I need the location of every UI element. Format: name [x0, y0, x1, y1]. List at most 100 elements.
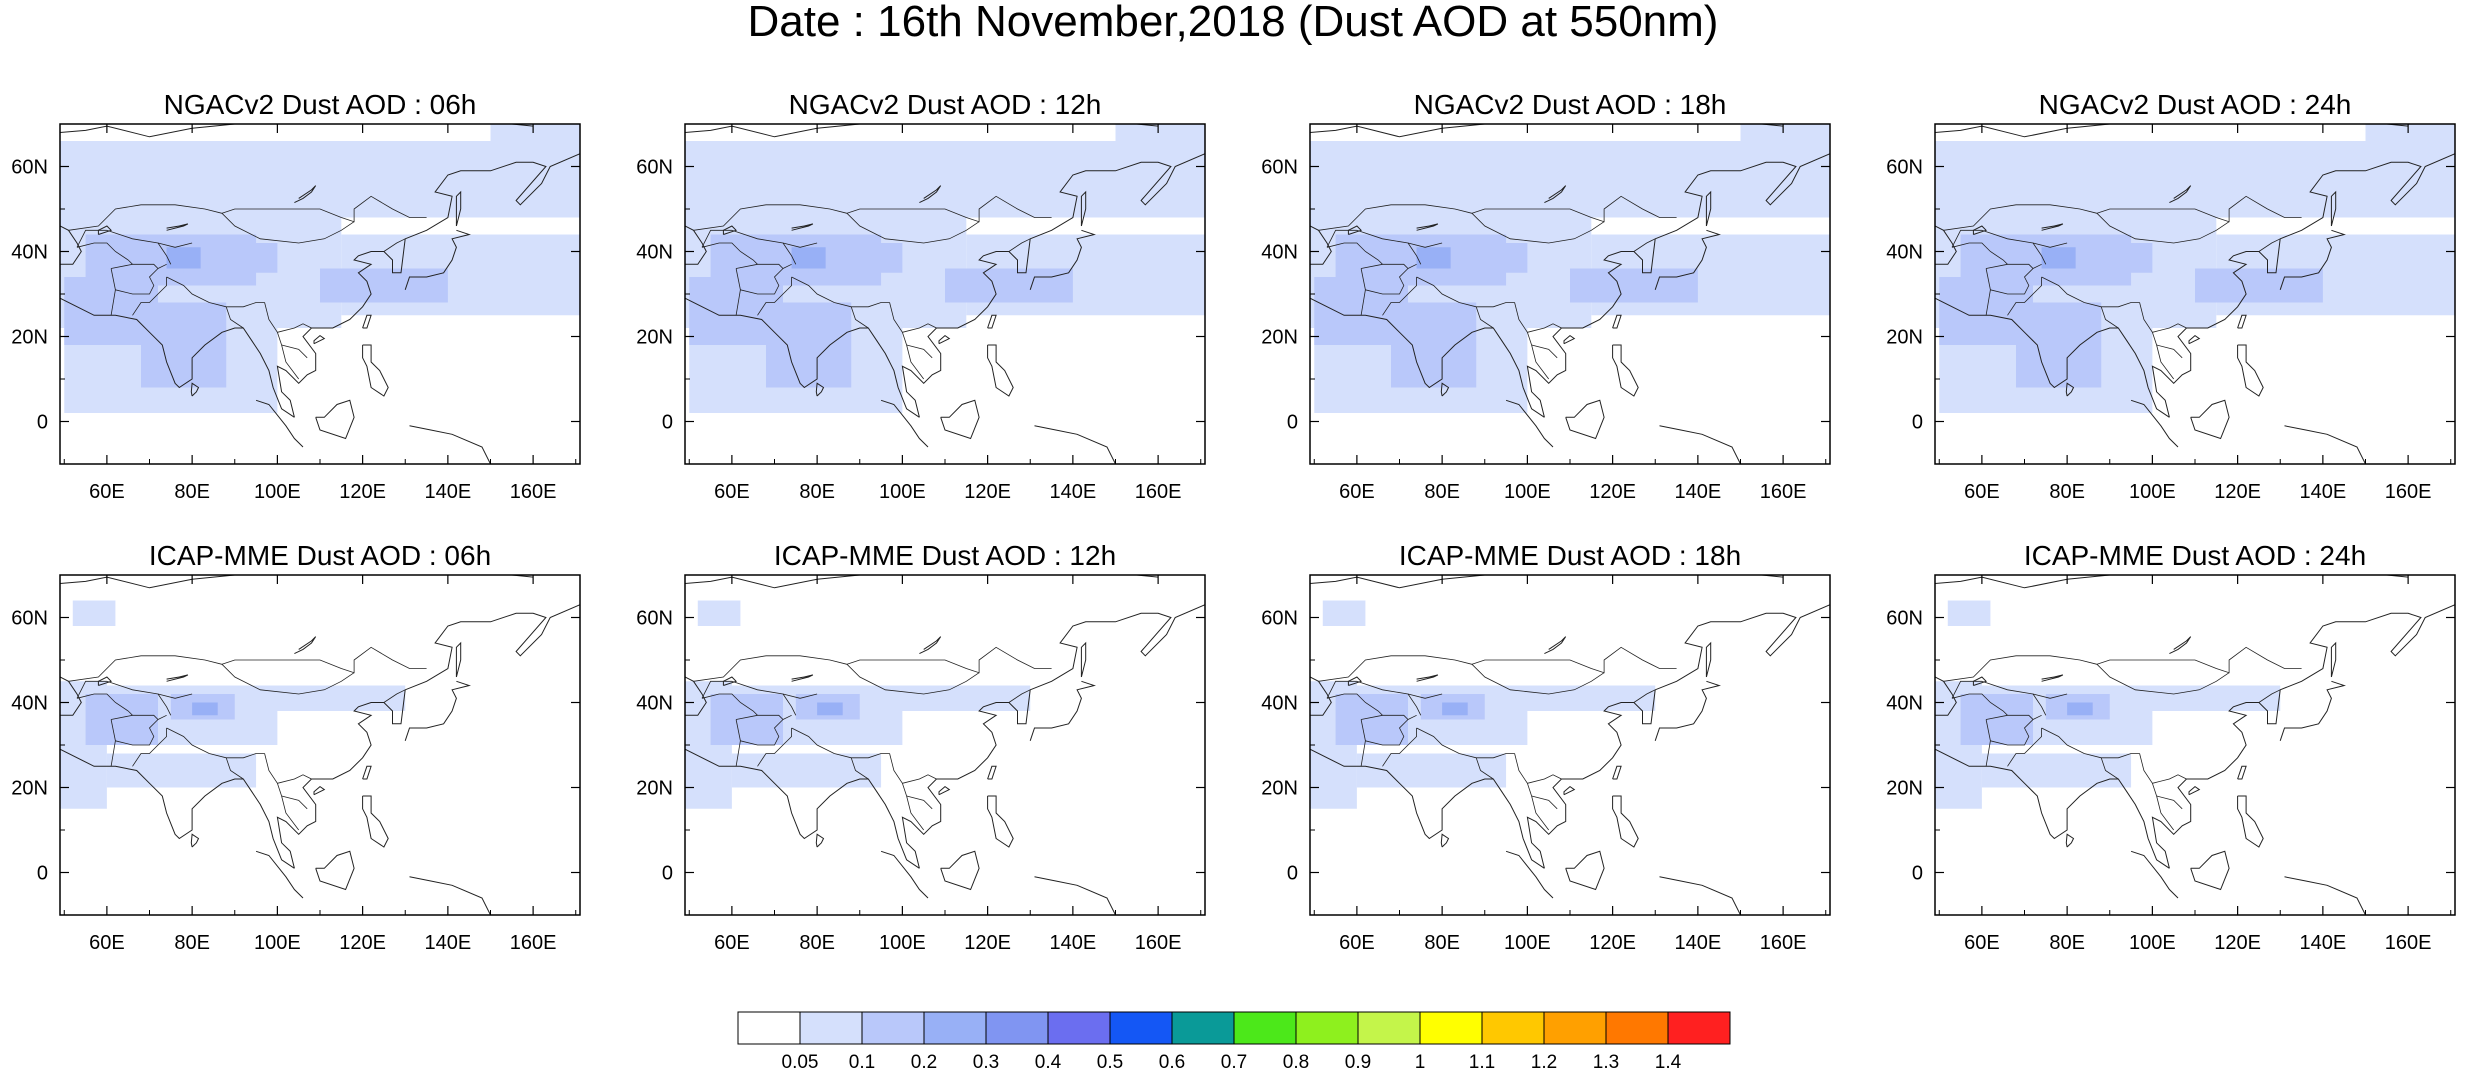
country-border [110, 268, 116, 316]
coastline [2284, 425, 2366, 464]
coastline [722, 676, 738, 686]
country-border [902, 323, 937, 333]
coastlines [1310, 575, 1830, 915]
coastline [1080, 190, 1087, 227]
coastline [1612, 795, 1639, 848]
coastline [2169, 636, 2192, 655]
country-border [1008, 689, 1031, 703]
coastline [919, 636, 942, 655]
lon-tick-label: 140E [425, 932, 472, 954]
country-border [1365, 719, 1409, 746]
map-plot: 60E 80E 100E 120E 140E 160E 0 20N 40N 60N [1886, 123, 2456, 503]
dust-cell [945, 268, 1073, 303]
lon-tick-label: 140E [2300, 481, 2347, 503]
colorbar-swatch [1109, 1011, 1173, 1045]
lat-tick-label: 40N [1886, 242, 1923, 264]
map-panel: NGACv2 Dust AOD : 24h 60E 80E 100E 120E 140E 1… [1886, 90, 2466, 590]
panel-title: NGACv2 Dust AOD : 18h [1413, 89, 1727, 120]
lon-tick-label: 140E [2300, 932, 2347, 954]
coastline [313, 785, 326, 796]
colorbar-swatch [1171, 1011, 1235, 1045]
colorbar-swatch [1233, 1011, 1297, 1045]
country-border [1471, 646, 1677, 674]
colorbar-swatch [1295, 1011, 1359, 1045]
lat-tick-label: 0 [37, 412, 48, 434]
coastline [1034, 425, 1116, 464]
country-border [1318, 204, 1473, 231]
lon-tick-label: 100E [1504, 932, 1551, 954]
lat-tick-label: 40N [636, 242, 673, 264]
coastline [791, 674, 814, 682]
coastline [685, 297, 920, 418]
coastline [2279, 229, 2346, 290]
lon-tick-label: 120E [2214, 481, 2261, 503]
dust-field [685, 600, 1031, 809]
country-border [846, 664, 980, 695]
lat-tick-label: 20N [636, 778, 673, 800]
country-border [1633, 689, 1656, 703]
lat-tick-label: 0 [1287, 863, 1298, 885]
coastline [190, 833, 200, 848]
country-border [1008, 238, 1031, 252]
coastline [1612, 765, 1622, 780]
lon-tick-label: 140E [425, 481, 472, 503]
colorbar-swatch [985, 1011, 1049, 1045]
country-border [2032, 693, 2047, 716]
coastline [2190, 850, 2230, 891]
country-border [2041, 727, 2140, 759]
country-border [225, 306, 244, 329]
lon-tick-label: 60E [1964, 932, 2000, 954]
lat-tick-label: 0 [37, 863, 48, 885]
coastline [1030, 468, 1056, 472]
coastline [97, 225, 113, 235]
coastline [2041, 223, 2064, 231]
country-border [221, 646, 427, 674]
country-border [1986, 714, 2042, 720]
lat-tick-label: 20N [636, 327, 673, 349]
lat-tick-label: 60N [1886, 157, 1923, 179]
coastline [1310, 297, 1545, 418]
country-border [166, 727, 265, 759]
country-border [1382, 277, 1417, 316]
coastline [1935, 297, 2170, 418]
coastline [190, 382, 200, 397]
country-border [2041, 276, 2140, 308]
map-plot: 60E 80E 100E 120E 140E 160E 0 20N 40N 60N [11, 574, 581, 954]
coastline [166, 674, 189, 682]
lat-tick-label: 60N [636, 608, 673, 630]
country-border [1986, 263, 2042, 269]
lon-tick-label: 120E [339, 932, 386, 954]
dust-cell [140, 302, 227, 388]
country-border [264, 302, 300, 380]
country-border [1633, 238, 1656, 252]
coastline [409, 876, 491, 915]
country-border [736, 714, 792, 720]
coastline [255, 399, 304, 448]
map-panel: NGACv2 Dust AOD : 06h 60E 80E 100E 120E 140E 1… [11, 89, 600, 590]
panel-title: NGACv2 Dust AOD : 12h [788, 89, 1102, 120]
map-plot: 60E 80E 100E 120E 140E 160E 0 20N 40N 60N [636, 123, 1206, 503]
dust-cell [2365, 124, 2455, 188]
colorbar-label: 0.2 [911, 1052, 937, 1071]
dust-cell [2067, 702, 2093, 716]
lat-tick-label: 60N [1886, 608, 1923, 630]
country-border [157, 693, 172, 716]
coastline [2065, 833, 2075, 848]
coastline [409, 425, 491, 464]
country-border [277, 774, 312, 784]
colorbar-swatch [1543, 1011, 1607, 1045]
lon-tick-label: 160E [1135, 481, 1182, 503]
coastline [1612, 344, 1639, 397]
coastline [1526, 604, 1830, 869]
country-border [1943, 655, 2098, 682]
panel-title: NGACv2 Dust AOD : 06h [163, 89, 477, 120]
coastline [685, 225, 707, 265]
country-border [1475, 757, 1494, 780]
colorbar-swatch [861, 1011, 925, 1045]
map-plot: 60E 80E 100E 120E 140E 160E 0 20N 40N 60N [11, 123, 581, 503]
dust-field [1935, 600, 2281, 809]
coastline [455, 190, 462, 227]
map-plot: 60E 80E 100E 120E 140E 160E 0 20N 40N 60N [1886, 574, 2456, 954]
country-border [850, 757, 869, 780]
lat-tick-label: 60N [636, 157, 673, 179]
